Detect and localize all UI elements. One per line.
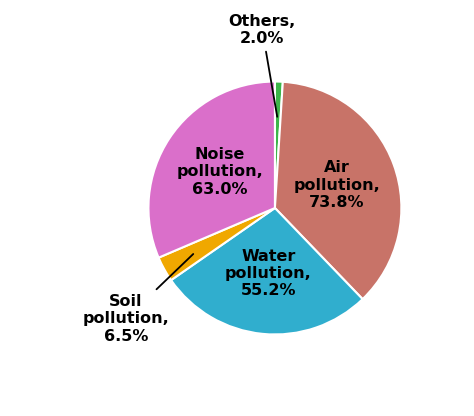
Wedge shape	[275, 82, 283, 208]
Text: Soil
pollution,
6.5%: Soil pollution, 6.5%	[82, 254, 193, 344]
Text: Noise
pollution,
63.0%: Noise pollution, 63.0%	[177, 147, 264, 197]
Wedge shape	[171, 208, 363, 334]
Text: Air
pollution,
73.8%: Air pollution, 73.8%	[293, 161, 380, 210]
Wedge shape	[148, 82, 275, 258]
Wedge shape	[159, 208, 275, 280]
Wedge shape	[275, 82, 401, 299]
Text: Water
pollution,
55.2%: Water pollution, 55.2%	[225, 248, 312, 298]
Text: Others,
2.0%: Others, 2.0%	[228, 14, 296, 117]
